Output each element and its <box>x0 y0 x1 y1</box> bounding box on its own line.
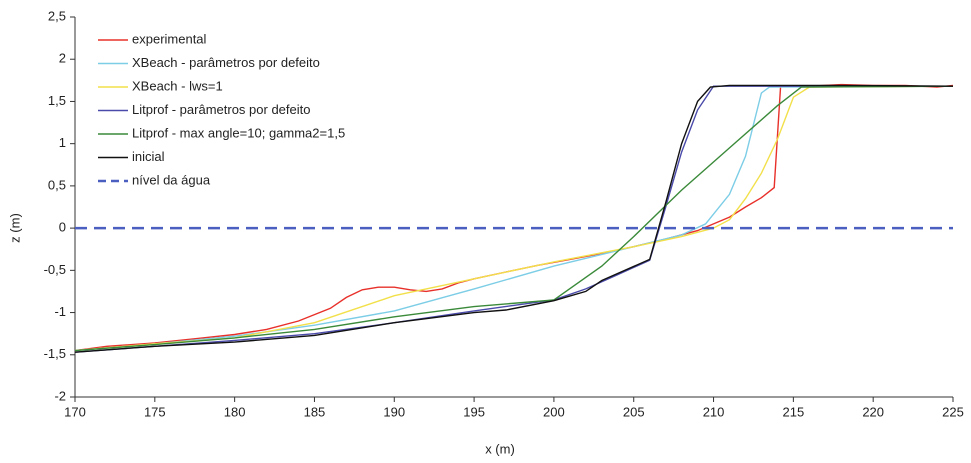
legend-label: experimental <box>132 31 207 46</box>
y-tick-label: -1,5 <box>44 346 66 361</box>
x-tick-label: 200 <box>543 404 565 419</box>
series-line <box>74 85 953 353</box>
series-line <box>74 84 954 353</box>
y-tick-label: -1 <box>54 304 66 319</box>
legend-label: Litprof - parâmetros por defeito <box>132 102 310 117</box>
x-tick-label: 180 <box>224 404 246 419</box>
y-tick-label: 2 <box>59 51 66 66</box>
y-tick-label: -2 <box>54 388 66 403</box>
x-tick-label: 175 <box>144 404 166 419</box>
x-tick-label: 215 <box>783 404 805 419</box>
x-tick-label: 220 <box>862 404 884 419</box>
x-tick-label: 185 <box>304 404 326 419</box>
y-tick-label: 2,5 <box>48 8 66 23</box>
y-tick-label: 1 <box>59 135 66 150</box>
y-tick-label: 0,5 <box>48 177 66 192</box>
legend-label: XBeach - parâmetros por defeito <box>132 55 320 70</box>
x-tick-label: 190 <box>383 404 405 419</box>
x-tick-label: 170 <box>64 404 86 419</box>
x-tick-label: 225 <box>942 404 964 419</box>
x-tick-label: 205 <box>623 404 645 419</box>
x-axis-label: x (m) <box>485 441 515 456</box>
y-axis-label: z (m) <box>7 213 22 243</box>
legend-label: XBeach - lws=1 <box>132 78 223 93</box>
x-tick-label: 195 <box>463 404 485 419</box>
series-line <box>74 85 954 352</box>
y-tick-label: 0 <box>59 220 66 235</box>
legend-label: inicial <box>132 149 165 164</box>
y-tick-label: 1,5 <box>48 93 66 108</box>
x-tick-label: 210 <box>703 404 725 419</box>
legend-label: nível da água <box>132 172 211 187</box>
series-line <box>74 85 954 352</box>
y-tick-label: -0,5 <box>44 262 66 277</box>
legend-label: Litprof - max angle=10; gamma2=1,5 <box>132 125 345 140</box>
